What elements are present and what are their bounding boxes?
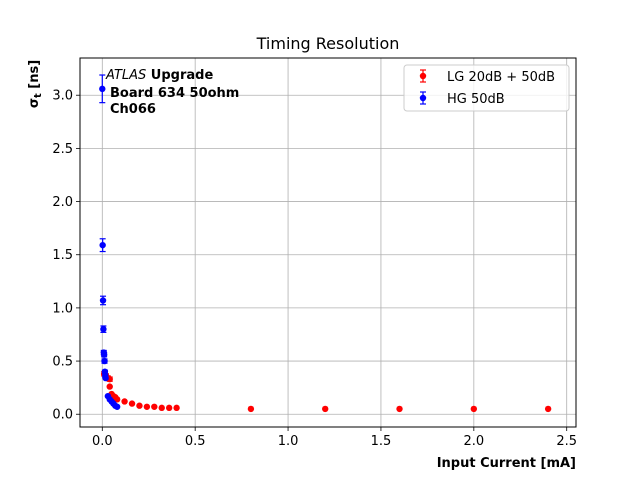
y-tick-label: 3.0 — [52, 89, 73, 104]
annotation-line-1: ATLAS Upgrade — [105, 68, 213, 83]
data-point — [136, 402, 143, 409]
data-point — [99, 241, 106, 249]
legend-frame — [403, 64, 570, 112]
y-tick-label: 2.0 — [52, 195, 73, 210]
data-point — [173, 404, 180, 412]
annotation-line-3: Ch066 — [110, 102, 156, 117]
x-tick-label: 0.5 — [185, 434, 206, 449]
y-axis-label-unit: [ns] — [27, 60, 42, 93]
legend: LG 20dB + 50dB HG 50dB — [403, 64, 570, 112]
y-tick-label: 1.5 — [52, 248, 73, 263]
data-point — [102, 374, 109, 382]
data-point — [165, 404, 173, 412]
x-tick-label: 0.0 — [92, 434, 113, 449]
plot-frame — [79, 57, 577, 428]
legend-marker — [419, 94, 427, 102]
data-point — [106, 383, 113, 390]
annotation-atlas: ATLAS — [105, 68, 146, 83]
data-point — [113, 396, 121, 403]
legend-marker — [419, 72, 427, 80]
data-point — [247, 405, 255, 413]
data-point — [113, 403, 121, 410]
data-point — [101, 357, 108, 365]
data-point — [151, 403, 158, 410]
y-axis-label-subscript: t — [33, 93, 44, 98]
data-point — [128, 400, 136, 407]
legend-entries: LG 20dB + 50dB HG 50dB — [419, 69, 555, 107]
annotation-line-2: Board 634 50ohm — [110, 86, 239, 101]
y-tick-label: 0.0 — [52, 408, 73, 423]
data-point — [143, 403, 151, 410]
grid-lines — [80, 58, 576, 427]
legend-label: LG 20dB + 50dB — [447, 70, 555, 85]
y-tick-label: 2.5 — [52, 142, 73, 157]
y-axis-label: σt [ns] — [27, 60, 44, 108]
chart-title: Timing Resolution — [256, 34, 400, 53]
data-point — [100, 325, 107, 333]
data-point — [99, 297, 107, 304]
annotation-upgrade: Upgrade — [146, 68, 213, 83]
series-group — [99, 74, 121, 410]
x-tick-label: 2.0 — [463, 434, 484, 449]
x-axis-label: Input Current [mA] — [437, 456, 576, 471]
y-tick-label: 1.0 — [52, 301, 73, 316]
data-point — [322, 405, 329, 413]
data-point — [470, 405, 478, 413]
legend-label: HG 50dB — [447, 92, 505, 107]
data-point — [121, 398, 128, 405]
data-point — [99, 85, 106, 93]
x-axis: 0.0 0.5 1.0 1.5 2.0 2.5 — [92, 427, 577, 449]
data-series — [99, 74, 552, 413]
x-tick-label: 1.0 — [278, 434, 299, 449]
data-point — [396, 405, 403, 413]
data-point — [544, 405, 552, 413]
data-point — [100, 351, 108, 358]
y-axis: 0.0 0.5 1.0 1.5 2.0 2.5 3.0 — [52, 89, 80, 423]
x-tick-label: 1.5 — [371, 434, 392, 449]
x-tick-label: 2.5 — [556, 434, 577, 449]
atlas-annotation: ATLAS Upgrade Board 634 50ohm Ch066 — [105, 68, 239, 117]
y-axis-label-symbol: σ — [27, 98, 42, 108]
data-point — [158, 404, 165, 412]
y-tick-label: 0.5 — [52, 355, 73, 370]
